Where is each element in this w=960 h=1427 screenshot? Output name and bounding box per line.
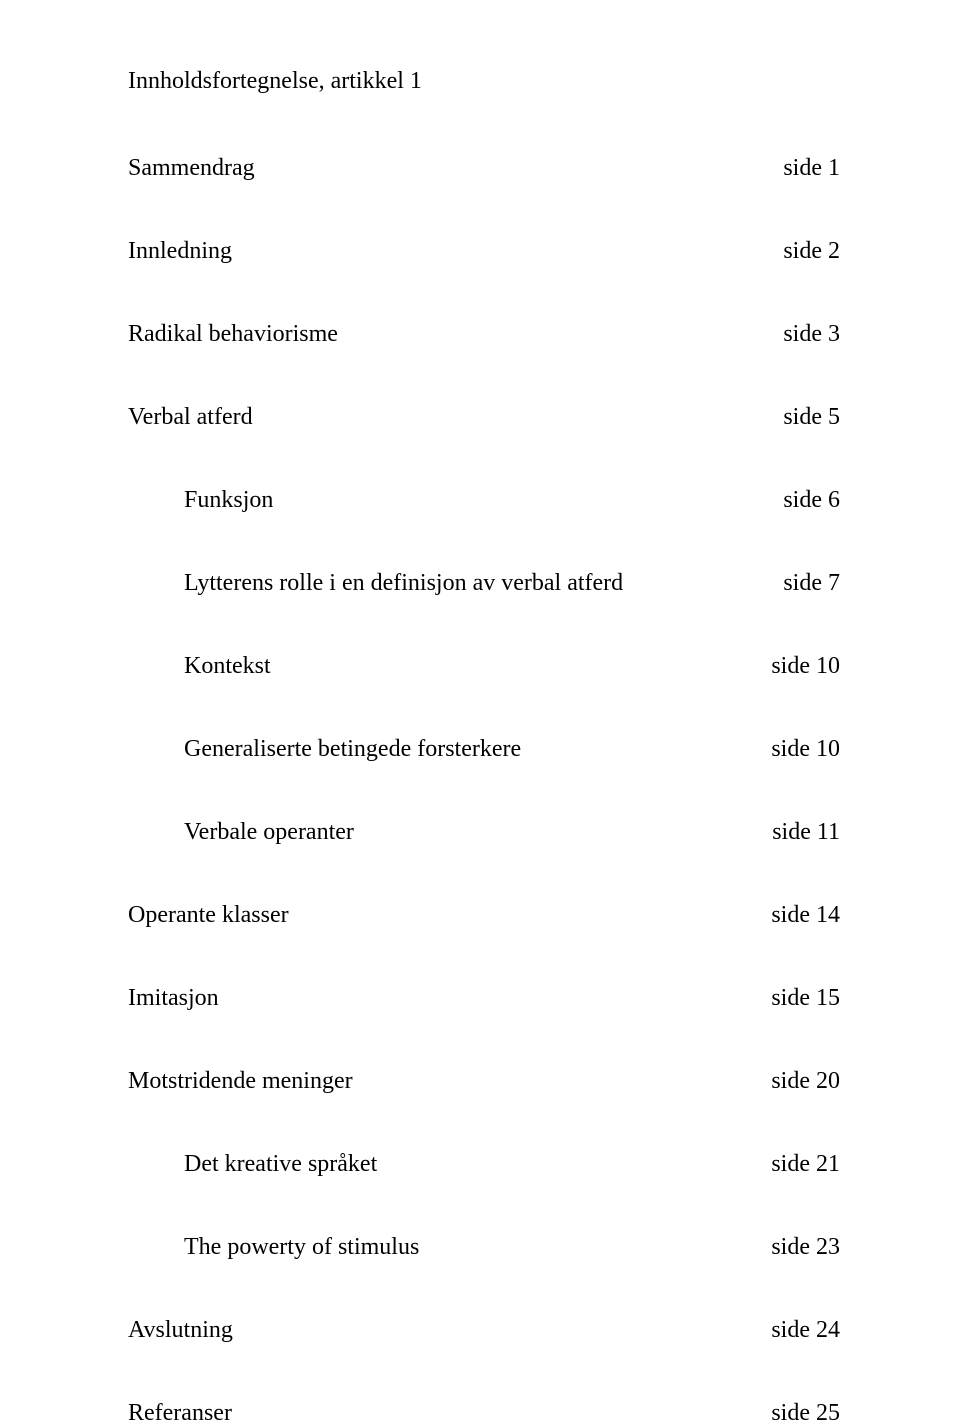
toc-row: Operante klasser side 14 <box>128 902 840 929</box>
toc-page: side 5 <box>783 404 840 431</box>
toc-label: Lytterens rolle i en definisjon av verba… <box>184 570 623 597</box>
toc-label: Det kreative språket <box>184 1151 377 1178</box>
toc-page: side 10 <box>771 653 840 680</box>
toc-label: Sammendrag <box>128 155 255 182</box>
toc-label: Kontekst <box>184 653 271 680</box>
toc-label: Referanser <box>128 1400 232 1427</box>
toc-page: side 23 <box>771 1234 840 1261</box>
toc-page: side 10 <box>771 736 840 763</box>
toc-row: Imitasjon side 15 <box>128 985 840 1012</box>
toc-row: Innledning side 2 <box>128 238 840 265</box>
toc-label: Generaliserte betingede forsterkere <box>184 736 521 763</box>
toc-row: Det kreative språket side 21 <box>128 1151 840 1178</box>
toc-row: Verbal atferd side 5 <box>128 404 840 431</box>
toc-row: Lytterens rolle i en definisjon av verba… <box>128 570 840 597</box>
toc-page: side 25 <box>771 1400 840 1427</box>
toc-page: side 15 <box>771 985 840 1012</box>
toc-page: side 11 <box>772 819 840 846</box>
toc-label: Motstridende meninger <box>128 1068 353 1095</box>
toc-page: side 20 <box>771 1068 840 1095</box>
toc-row: Sammendrag side 1 <box>128 155 840 182</box>
toc-row: The powerty of stimulus side 23 <box>128 1234 840 1261</box>
toc-page: side 3 <box>783 321 840 348</box>
toc-row: Kontekst side 10 <box>128 653 840 680</box>
toc-page: side 21 <box>771 1151 840 1178</box>
page-title: Innholdsfortegnelse, artikkel 1 <box>128 68 840 95</box>
toc-label: Verbal atferd <box>128 404 253 431</box>
toc-label: Imitasjon <box>128 985 219 1012</box>
toc-page: side 1 <box>783 155 840 182</box>
toc-label: Innledning <box>128 238 232 265</box>
toc-page: side 7 <box>783 570 840 597</box>
toc-label: Radikal behaviorisme <box>128 321 338 348</box>
toc-row: Generaliserte betingede forsterkere side … <box>128 736 840 763</box>
toc-list: Sammendrag side 1 Innledning side 2 Radikal … <box>128 155 840 1427</box>
toc-label: Verbale operanter <box>184 819 354 846</box>
toc-row: Radikal behaviorisme side 3 <box>128 321 840 348</box>
toc-label: Funksjon <box>184 487 273 514</box>
toc-label: Operante klasser <box>128 902 289 929</box>
toc-row: Referanser side 25 <box>128 1400 840 1427</box>
toc-page: side 6 <box>783 487 840 514</box>
toc-row: Avslutning side 24 <box>128 1317 840 1344</box>
toc-row: Funksjon side 6 <box>128 487 840 514</box>
toc-page: side 2 <box>783 238 840 265</box>
toc-label: The powerty of stimulus <box>184 1234 419 1261</box>
toc-row: Motstridende meninger side 20 <box>128 1068 840 1095</box>
toc-label: Avslutning <box>128 1317 233 1344</box>
toc-page: side 24 <box>771 1317 840 1344</box>
toc-row: Verbale operanter side 11 <box>128 819 840 846</box>
toc-page: side 14 <box>771 902 840 929</box>
